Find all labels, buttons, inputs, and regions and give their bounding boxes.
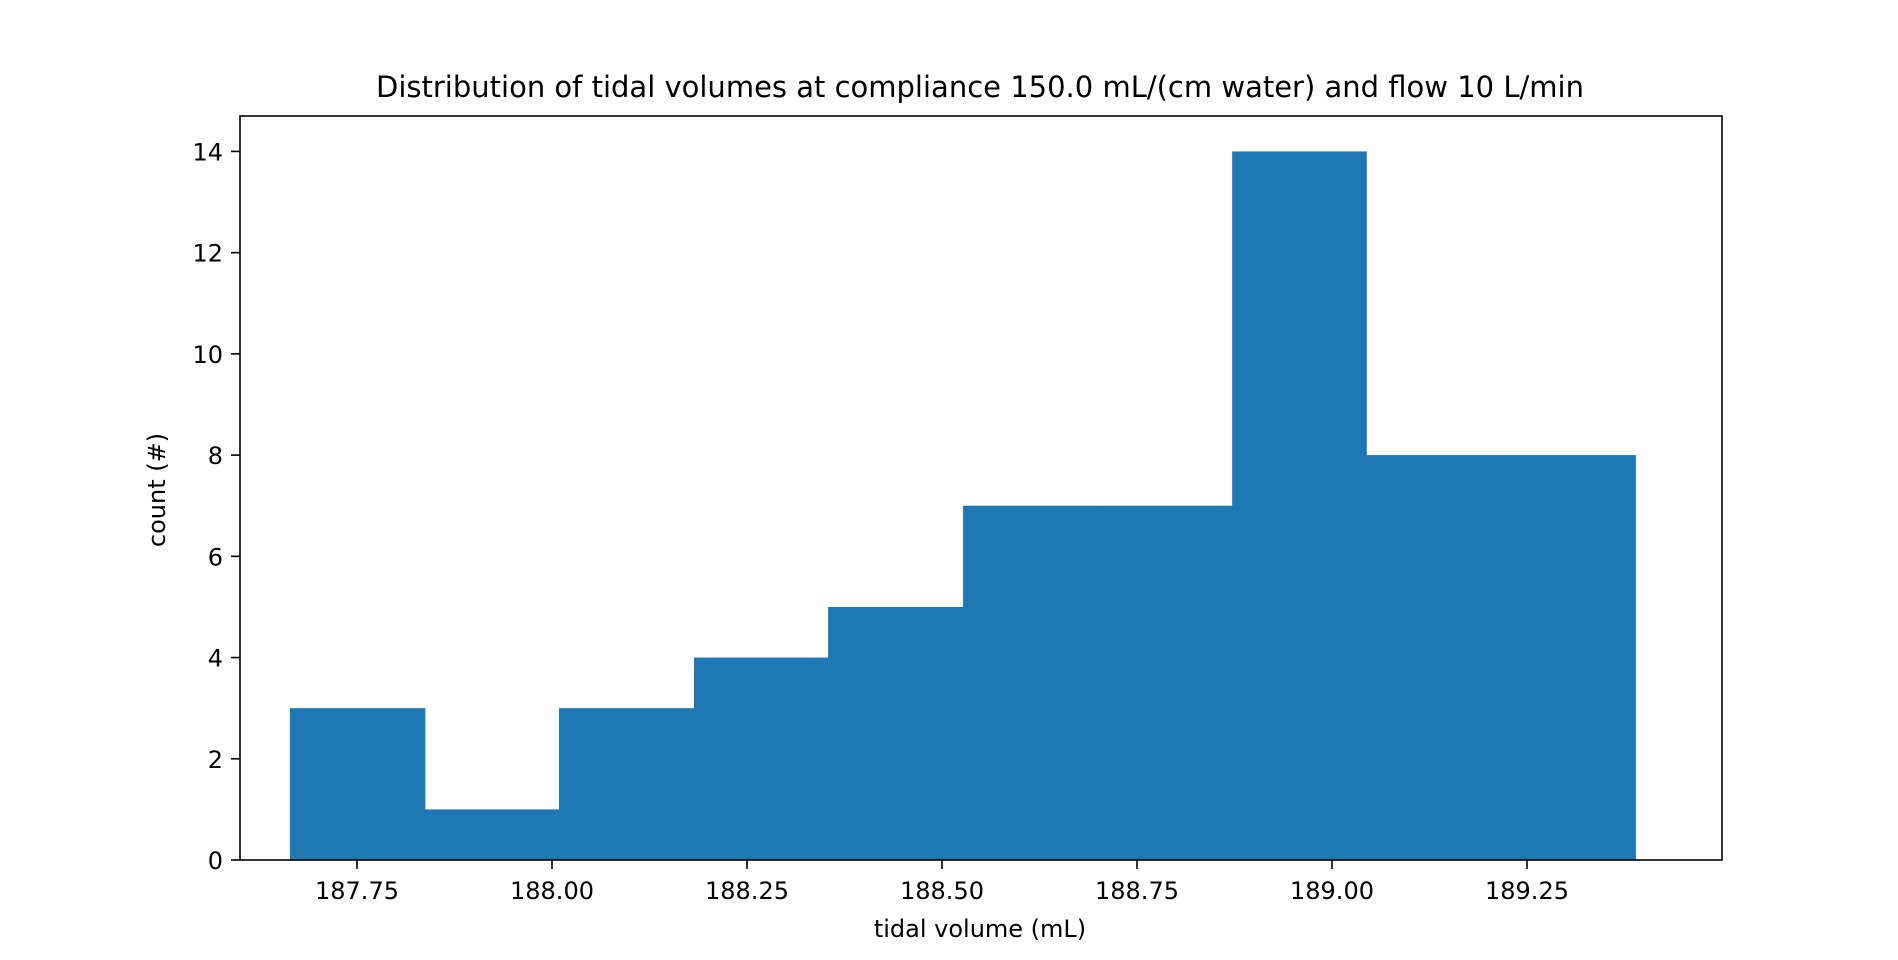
histogram-bar xyxy=(963,505,1098,860)
y-tick-label: 2 xyxy=(208,746,223,774)
histogram-bar xyxy=(1097,505,1233,860)
y-tick-label: 8 xyxy=(208,442,223,470)
histogram-bar xyxy=(1232,151,1367,860)
histogram-bar xyxy=(828,606,964,860)
x-axis-label: tidal volume (mL) xyxy=(874,915,1086,943)
x-tick-label: 188.00 xyxy=(510,877,594,905)
x-tick-label: 189.25 xyxy=(1485,877,1569,905)
bars-group xyxy=(289,151,1636,860)
y-tick-label: 0 xyxy=(208,847,223,875)
histogram-bar xyxy=(424,809,560,860)
y-tick-label: 14 xyxy=(192,138,223,166)
histogram-bar xyxy=(693,657,829,860)
plot-frame xyxy=(239,115,1723,861)
histogram-bar xyxy=(559,708,695,860)
x-tick-label: 188.75 xyxy=(1095,877,1179,905)
y-axis-ticks: 0 2 4 6 8 10 12 14 xyxy=(192,138,240,875)
histogram-bar xyxy=(289,708,426,860)
histogram-bar xyxy=(1501,455,1636,860)
y-tick-label: 12 xyxy=(192,240,223,268)
x-tick-label: 189.00 xyxy=(1290,877,1374,905)
x-tick-label: 188.25 xyxy=(705,877,789,905)
y-tick-label: 6 xyxy=(208,543,223,571)
y-axis-label: count (#) xyxy=(143,433,171,547)
y-tick-label: 10 xyxy=(192,341,223,369)
x-tick-label: 188.50 xyxy=(900,877,984,905)
histogram-bar xyxy=(1366,455,1502,860)
chart-title: Distribution of tidal volumes at complia… xyxy=(376,70,1584,104)
x-axis-ticks: 187.75 188.00 188.25 188.50 188.75 189.00 189.… xyxy=(315,860,1569,905)
y-tick-label: 4 xyxy=(208,645,223,673)
x-tick-label: 187.75 xyxy=(315,877,399,905)
